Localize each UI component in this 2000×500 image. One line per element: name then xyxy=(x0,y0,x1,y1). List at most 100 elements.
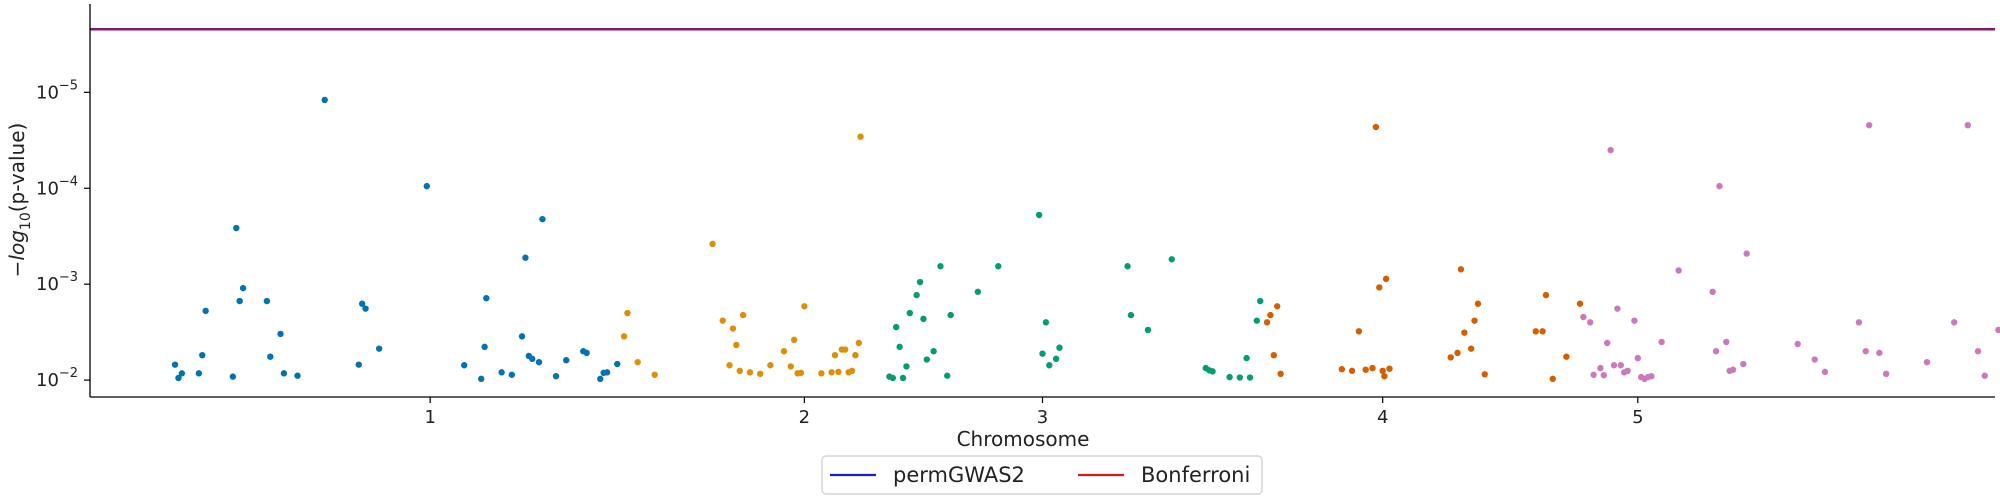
point-chr5 xyxy=(1794,340,1801,348)
point-chr1 xyxy=(263,297,271,305)
point-chr3 xyxy=(903,363,910,370)
point-chr5 xyxy=(1617,362,1625,369)
point-chr3 xyxy=(1168,256,1175,263)
point-chr3 xyxy=(1257,297,1264,305)
point-chr4 xyxy=(1381,372,1388,380)
point-chr4 xyxy=(1267,311,1274,319)
point-chr3 xyxy=(889,374,897,382)
y-axis-label-suffix: (p-value) xyxy=(5,123,29,213)
point-chr5 xyxy=(1648,372,1655,380)
point-chr5 xyxy=(1821,368,1829,376)
point-chr3 xyxy=(995,263,1002,270)
y-tick-label: 10−3 xyxy=(36,270,78,295)
point-chr3 xyxy=(899,374,907,382)
x-tick-label: 4 xyxy=(1377,407,1388,428)
point-chr1 xyxy=(535,358,543,366)
point-chr5 xyxy=(1658,338,1665,346)
point-chr5 xyxy=(1675,267,1682,274)
point-chr4 xyxy=(1274,303,1281,310)
point-chr4 xyxy=(1348,367,1356,375)
point-chr3 xyxy=(906,309,914,317)
point-chr3 xyxy=(1236,374,1244,381)
point-chr4 xyxy=(1270,352,1278,359)
point-chr3 xyxy=(947,311,954,319)
point-chr2 xyxy=(729,325,737,332)
point-chr5 xyxy=(1743,250,1750,257)
point-chr2 xyxy=(790,336,798,343)
point-chr1 xyxy=(233,224,240,232)
point-chr5 xyxy=(1882,370,1890,378)
legend-label-permgwas2: permGWAS2 xyxy=(893,463,1025,487)
point-chr4 xyxy=(1481,371,1488,378)
point-chr1 xyxy=(239,284,247,292)
point-chr1 xyxy=(529,355,536,363)
point-chr2 xyxy=(651,371,658,378)
point-chr3 xyxy=(944,372,951,379)
point-chr4 xyxy=(1338,366,1346,373)
point-chr5 xyxy=(1950,319,1958,326)
point-chr2 xyxy=(831,352,839,359)
point-chr2 xyxy=(855,339,862,347)
point-chr3 xyxy=(923,356,931,363)
point-chr2 xyxy=(857,133,864,140)
point-chr1 xyxy=(199,352,206,359)
point-chr1 xyxy=(483,295,490,302)
point-chr5 xyxy=(1624,367,1631,375)
legend-label-bonferroni: Bonferroni xyxy=(1141,463,1250,487)
point-chr5 xyxy=(1811,356,1818,363)
point-chr4 xyxy=(1382,275,1390,283)
point-chr4 xyxy=(1576,300,1584,307)
point-chr2 xyxy=(787,363,794,370)
point-chr1 xyxy=(175,374,182,382)
point-chr3 xyxy=(1253,317,1261,324)
point-chr5 xyxy=(1855,319,1863,326)
point-chr1 xyxy=(178,370,186,377)
point-chr1 xyxy=(583,349,590,357)
point-chr4 xyxy=(1277,370,1284,378)
y-axis-label-prefix: −log xyxy=(5,230,29,277)
point-chr1 xyxy=(498,369,505,376)
x-tick-label: 2 xyxy=(799,407,810,428)
point-chr4 xyxy=(1474,300,1482,307)
point-chr3 xyxy=(1209,368,1216,375)
point-chr5 xyxy=(1590,371,1597,378)
point-chr1 xyxy=(461,362,468,369)
point-chr1 xyxy=(202,307,209,315)
y-tick-label: 10−4 xyxy=(36,174,78,199)
point-chr2 xyxy=(719,317,726,324)
point-chr3 xyxy=(1046,362,1053,369)
point-chr2 xyxy=(756,370,764,378)
point-chr2 xyxy=(746,369,754,376)
point-chr2 xyxy=(797,369,805,377)
point-chr2 xyxy=(709,240,716,248)
point-chr5 xyxy=(1709,288,1716,295)
point-chr1 xyxy=(321,96,328,104)
point-chr2 xyxy=(828,369,835,376)
point-chr1 xyxy=(603,369,611,376)
x-tick-label: 5 xyxy=(1632,407,1643,428)
point-chr1 xyxy=(277,330,284,338)
point-chr4 xyxy=(1461,329,1468,336)
point-chr2 xyxy=(733,341,740,349)
point-chr3 xyxy=(930,348,937,355)
point-chr2 xyxy=(835,368,842,376)
point-chr1 xyxy=(552,372,560,380)
point-chr5 xyxy=(1712,348,1720,355)
point-chr2 xyxy=(767,362,774,369)
point-chr5 xyxy=(1740,360,1747,368)
y-axis-label-subscript: 10 xyxy=(18,212,34,230)
point-chr4 xyxy=(1549,375,1556,383)
point-chr2 xyxy=(842,346,849,353)
point-chr4 xyxy=(1471,317,1478,324)
point-chr1 xyxy=(375,345,383,352)
point-chr2 xyxy=(780,348,788,355)
point-chr2 xyxy=(620,333,628,340)
x-tick-label: 1 xyxy=(424,407,435,428)
point-chr1 xyxy=(355,361,362,368)
point-chr5 xyxy=(1614,305,1621,312)
point-chr1 xyxy=(195,370,203,377)
point-chr3 xyxy=(896,343,903,351)
point-chr2 xyxy=(852,352,859,359)
point-chr1 xyxy=(614,360,621,368)
